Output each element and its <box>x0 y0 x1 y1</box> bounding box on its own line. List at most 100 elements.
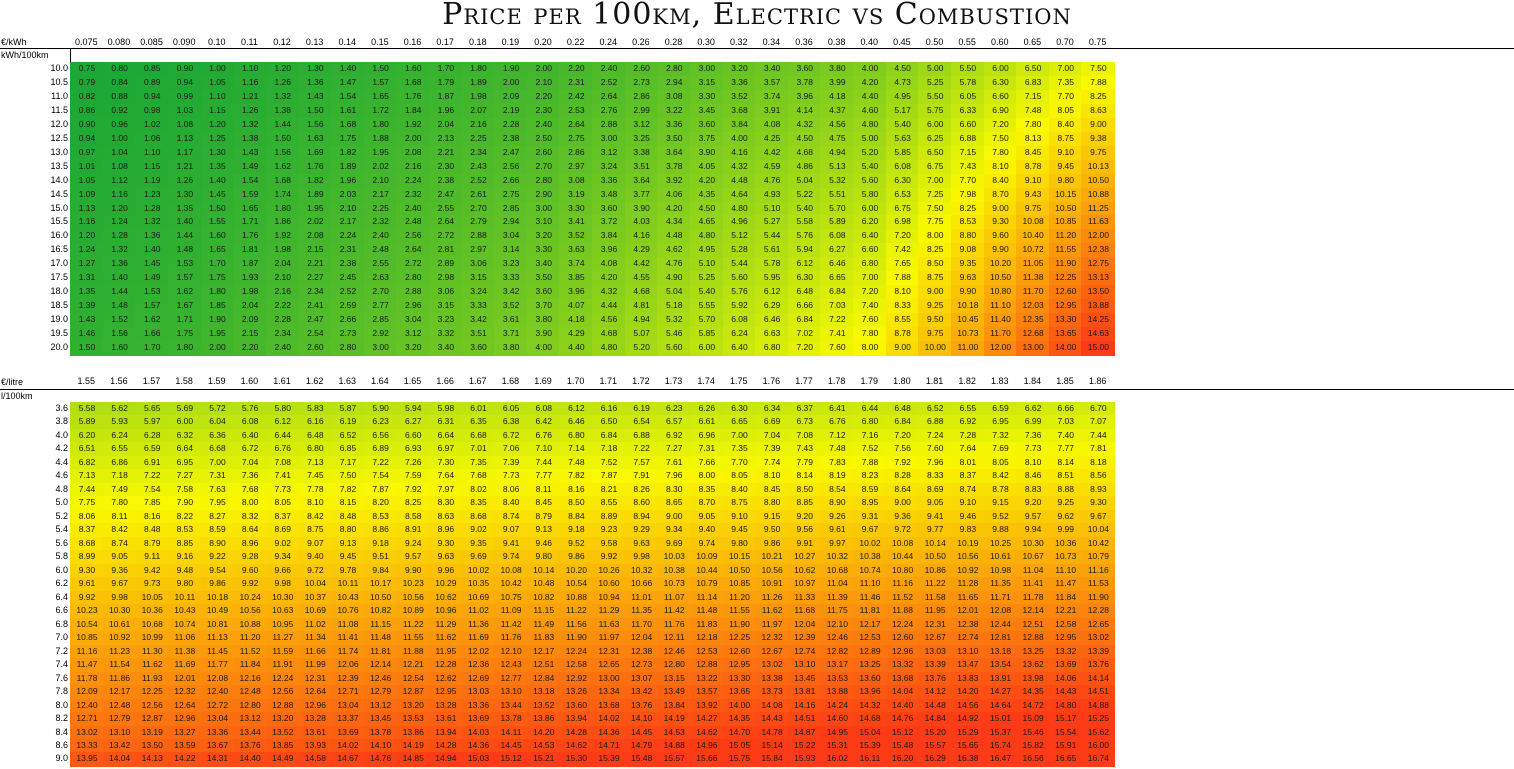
table-cell: 0.79 <box>70 75 104 91</box>
table-cell: 14.36 <box>461 739 496 754</box>
table-cell: 2.59 <box>331 299 365 315</box>
table-cell: 9.23 <box>592 523 626 539</box>
table-cell: 5.50 <box>950 62 985 77</box>
table-cell: 11.83 <box>526 631 561 647</box>
table-cell: 6.63 <box>755 327 790 343</box>
table-cell: 9.08 <box>950 243 985 259</box>
table-cell: 13.00 <box>1016 341 1051 356</box>
table-cell: 13.65 <box>722 685 757 701</box>
table-cell: 12.74 <box>787 644 822 660</box>
table-cell: 7.54 <box>135 482 170 498</box>
table-cell: 0.98 <box>135 103 170 119</box>
table-cell: 7.08 <box>787 428 822 444</box>
table-cell: 9.90 <box>983 243 1018 259</box>
table-cell: 1.40 <box>331 62 365 77</box>
table-cell: 8.70 <box>983 187 1018 203</box>
table-cell: 1.40 <box>167 215 202 231</box>
column-header: 0.085 <box>140 37 163 47</box>
table-cell: 8.94 <box>624 509 659 525</box>
table-cell: 7.81 <box>1081 442 1116 458</box>
table-cell: 5.72 <box>200 402 235 417</box>
table-cell: 6.75 <box>918 159 953 175</box>
table-cell: 10.56 <box>755 563 790 579</box>
table-cell: 4.40 <box>559 341 594 356</box>
table-cell: 2.15 <box>298 243 333 259</box>
table-cell: 5.04 <box>787 173 822 189</box>
table-cell: 12.54 <box>396 671 431 687</box>
table-cell: 8.80 <box>331 523 365 539</box>
table-cell: 13.19 <box>135 725 170 741</box>
table-cell: 4.50 <box>787 131 822 147</box>
table-cell: 10.15 <box>722 550 757 566</box>
table-cell: 4.80 <box>853 117 887 133</box>
table-cell: 3.91 <box>755 103 790 119</box>
table-cell: 2.21 <box>428 145 463 161</box>
table-cell: 1.62 <box>167 285 202 301</box>
table-cell: 9.78 <box>331 563 365 579</box>
table-cell: 11.26 <box>755 590 790 606</box>
table-cell: 6.33 <box>950 103 985 119</box>
table-cell: 1.70 <box>135 341 170 356</box>
table-cell: 11.01 <box>624 590 659 606</box>
column-header: 0.22 <box>566 37 585 47</box>
table-cell: 2.31 <box>559 75 594 91</box>
table-cell: 2.13 <box>428 131 463 147</box>
table-cell: 7.35 <box>1048 75 1083 91</box>
table-cell: 9.02 <box>265 536 300 552</box>
table-cell: 10.11 <box>331 577 365 593</box>
column-header: 1.78 <box>827 376 846 386</box>
table-cell: 7.44 <box>1081 428 1116 444</box>
table-cell: 4.18 <box>559 313 594 329</box>
table-cell: 8.14 <box>787 469 822 485</box>
table-cell: 4.08 <box>592 257 626 273</box>
table-cell: 14.84 <box>918 712 953 728</box>
table-cell: 15.17 <box>1048 712 1083 728</box>
table-cell: 2.92 <box>363 327 398 343</box>
table-cell: 12.16 <box>233 671 268 687</box>
table-cell: 6.70 <box>1081 402 1116 417</box>
table-cell: 14.24 <box>820 698 855 714</box>
table-cell: 10.98 <box>983 563 1018 579</box>
row-header: 7.2 <box>55 645 68 656</box>
table-cell: 14.58 <box>298 752 333 768</box>
table-cell: 9.74 <box>494 550 529 566</box>
table-cell: 11.68 <box>787 604 822 620</box>
table-cell: 6.40 <box>722 341 757 356</box>
table-cell: 2.20 <box>526 89 561 105</box>
table-cell: 11.22 <box>396 617 431 633</box>
table-cell: 7.22 <box>363 455 398 471</box>
table-cell: 2.79 <box>461 215 496 231</box>
table-cell: 13.25 <box>1016 644 1051 660</box>
column-header: 0.40 <box>860 37 879 47</box>
table-cell: 4.55 <box>624 271 659 287</box>
table-cell: 4.18 <box>820 89 855 105</box>
table-cell: 2.20 <box>233 341 268 356</box>
table-cell: 12.58 <box>1048 617 1083 633</box>
column-header: 1.71 <box>599 376 618 386</box>
table-cell: 1.44 <box>167 229 202 245</box>
table-cell: 1.50 <box>298 103 333 119</box>
table-cell: 8.58 <box>396 509 431 525</box>
table-cell: 8.01 <box>950 455 985 471</box>
table-cell: 4.90 <box>657 271 692 287</box>
table-cell: 8.40 <box>983 173 1018 189</box>
table-cell: 3.52 <box>559 229 594 245</box>
table-cell: 3.38 <box>624 145 659 161</box>
table-cell: 9.86 <box>559 550 594 566</box>
column-header: 1.66 <box>436 376 454 386</box>
table-cell: 6.72 <box>494 428 529 444</box>
table-cell: 7.70 <box>950 173 985 189</box>
table-cell: 4.00 <box>853 62 887 77</box>
column-header: 0.18 <box>469 37 487 47</box>
table-cell: 5.90 <box>363 402 398 417</box>
table-cell: 8.65 <box>657 496 692 512</box>
table-cell: 11.69 <box>167 658 202 674</box>
table-cell: 4.00 <box>722 131 757 147</box>
table-cell: 9.75 <box>918 327 953 343</box>
table-cell: 4.03 <box>624 215 659 231</box>
table-cell: 8.19 <box>820 469 855 485</box>
table-cell: 1.65 <box>200 243 235 259</box>
table-cell: 8.56 <box>1081 469 1116 485</box>
table-cell: 13.88 <box>820 685 855 701</box>
table-cell: 6.59 <box>983 402 1018 417</box>
